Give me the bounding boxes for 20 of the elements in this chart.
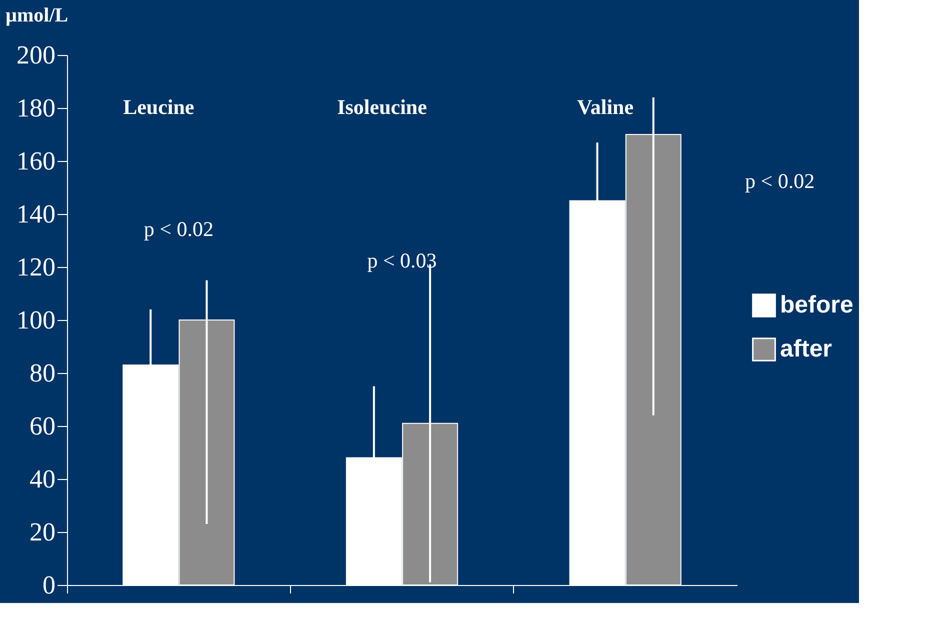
x-tick-label: Leucine [123,95,194,119]
annotation: p < 0.03 [367,248,437,273]
x-tick-label: Isoleucine [337,95,427,119]
y-tick-label: 160 [16,146,56,176]
y-axis-title: µmol/L [6,4,68,26]
y-tick-label: 180 [16,94,56,122]
y-tick-label: 200 [16,40,56,70]
y-tick-label: 60 [30,412,56,440]
y-tick-label: 140 [16,200,56,228]
y-tick-label: 20 [30,518,56,546]
y-tick-label: 120 [16,252,56,282]
legend-label: before [780,292,854,318]
y-tick-label: 80 [30,358,56,388]
x-tick-label: Valine [577,95,634,119]
annotation: p < 0.02 [144,216,214,241]
y-tick-label: 0 [42,570,56,600]
legend-label: after [780,336,832,362]
y-tick-label: 100 [16,306,56,334]
y-tick-label: 40 [30,464,56,494]
text: p < 0.02 [745,169,815,194]
